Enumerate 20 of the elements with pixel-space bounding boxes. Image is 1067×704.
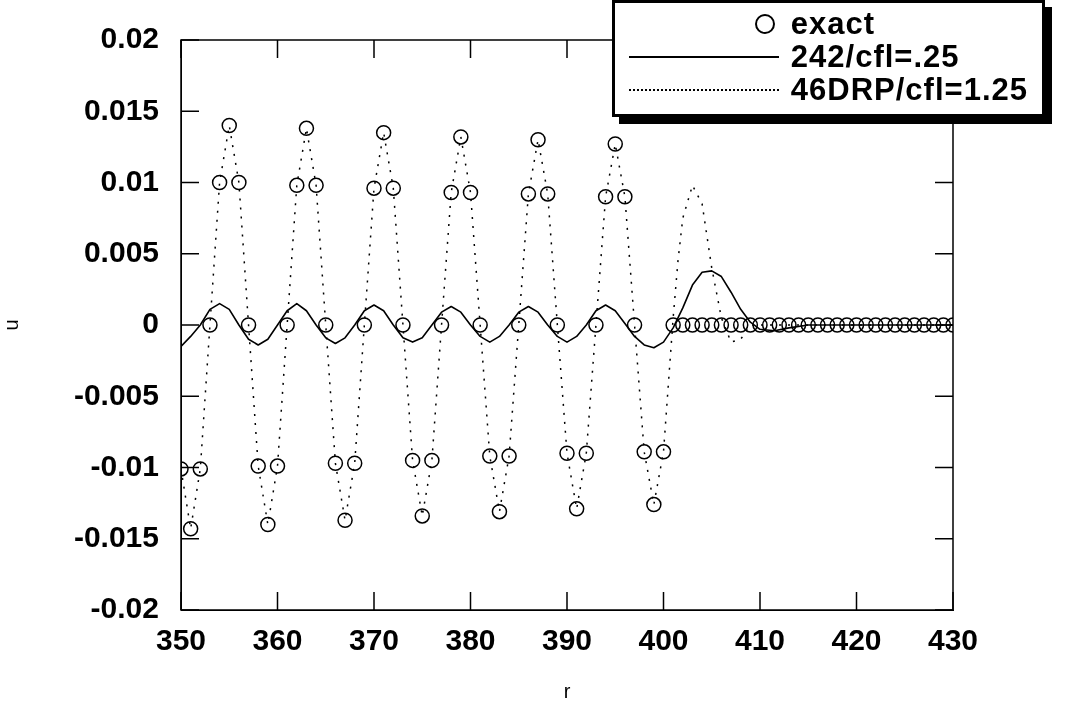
y-axis-title: u — [0, 319, 22, 331]
x-tick-label: 420 — [831, 623, 882, 657]
y-tick-label: 0.01 — [100, 163, 159, 197]
y-tick-label: 0 — [142, 306, 159, 340]
x-tick-label: 350 — [155, 623, 207, 657]
x-axis-title: r — [563, 679, 571, 702]
x-tick-label: 390 — [541, 623, 593, 657]
x-tick-label: 360 — [252, 623, 303, 657]
y-tick-label: -0.02 — [90, 591, 159, 625]
y-tick-label: -0.005 — [73, 377, 159, 411]
y-tick-label: -0.01 — [90, 448, 159, 482]
x-tick-label: 370 — [348, 623, 400, 657]
x-tick-label: 410 — [734, 623, 786, 657]
x-tick-label: 400 — [638, 623, 689, 657]
y-tick-label: 0.005 — [83, 235, 159, 269]
x-tick-label: 380 — [445, 623, 496, 657]
y-tick-label: -0.015 — [73, 520, 159, 554]
y-tick-label: 0.02 — [100, 21, 159, 55]
y-tick-label: 0.015 — [83, 92, 159, 126]
x-tick-label: 430 — [927, 623, 979, 657]
